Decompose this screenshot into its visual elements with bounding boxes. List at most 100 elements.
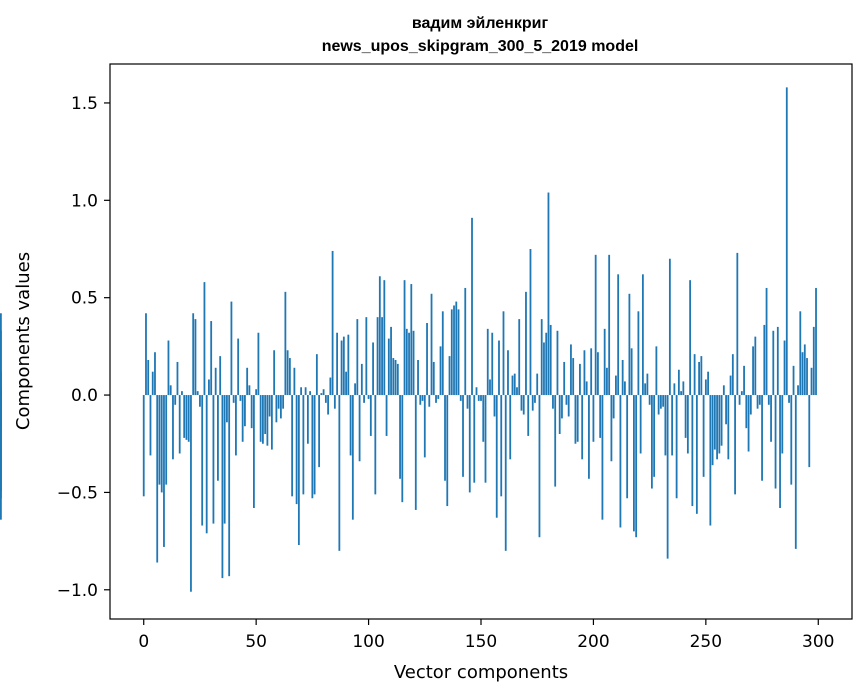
bar-96 [358, 395, 361, 462]
bar-113 [396, 363, 399, 396]
bar-121 [414, 395, 417, 510]
bar-95 [356, 319, 359, 396]
bar-150 [480, 395, 482, 401]
bar-9 [163, 395, 165, 547]
bar-242 [686, 395, 689, 454]
bar-21 [190, 395, 192, 592]
bar-241 [684, 395, 687, 438]
bar-58 [273, 350, 276, 396]
bar-120 [412, 330, 415, 396]
bar-77 [315, 354, 318, 396]
bar-14 [174, 395, 177, 405]
bar-106 [381, 317, 383, 396]
bar-207 [608, 254, 611, 396]
bar-60 [277, 395, 280, 409]
bar-221 [639, 395, 642, 454]
bar-249 [702, 395, 705, 477]
bar-52 [259, 395, 262, 442]
bar-295 [806, 358, 808, 396]
bar-74 [309, 391, 312, 396]
bar-285 [783, 340, 786, 396]
bar-250 [704, 379, 707, 396]
bar-98 [363, 395, 365, 403]
bar-246 [695, 395, 698, 514]
bar-26 [201, 395, 204, 526]
bar-277 [765, 287, 768, 396]
bar-232 [664, 395, 667, 456]
bar-72 [304, 387, 307, 396]
bar-191 [572, 358, 575, 396]
bar-213 [621, 360, 624, 396]
bar-33 [217, 395, 219, 481]
bar-80 [322, 389, 325, 396]
bar-50 [255, 389, 258, 396]
bar-273 [756, 395, 759, 409]
bar-116 [403, 280, 406, 396]
bar-131 [437, 395, 440, 399]
bar-25 [199, 395, 201, 407]
bar-67 [293, 367, 296, 396]
bar-135 [446, 395, 449, 507]
bar-177 [540, 319, 543, 396]
bar-73 [306, 395, 309, 444]
bar-62 [282, 395, 285, 409]
bar-187 [563, 361, 566, 396]
bar-94 [354, 383, 356, 396]
y-axis-ticks: −1.0 −0.5 0.0 0.5 1.0 1.5 [57, 94, 110, 601]
y-tick-label: −0.5 [57, 483, 98, 503]
bar-133 [441, 311, 444, 396]
bar-75 [311, 395, 314, 499]
bar-183 [554, 395, 557, 487]
bar-270 [749, 395, 752, 415]
bar-222 [641, 274, 644, 396]
bar-204 [601, 395, 604, 520]
bar-114 [399, 395, 401, 479]
bar-299 [815, 287, 817, 396]
bar-undefined [0, 387, 2, 396]
bar-262 [731, 354, 734, 396]
bar-49 [253, 395, 255, 508]
bar-91 [347, 334, 350, 396]
bar-185 [558, 395, 561, 434]
bar-153 [486, 328, 489, 396]
bar-265 [738, 395, 741, 405]
bar-174 [534, 395, 536, 403]
bar-115 [401, 395, 404, 503]
bar-144 [466, 395, 469, 409]
bar-188 [565, 395, 568, 405]
bar-8 [160, 395, 163, 493]
bar-272 [754, 336, 757, 396]
bar-39 [230, 301, 233, 396]
bar-219 [635, 395, 638, 538]
x-tick-label: 200 [577, 632, 609, 652]
bar-226 [650, 395, 653, 489]
bar-66 [291, 395, 294, 497]
bar-99 [365, 317, 368, 396]
bar-2 [147, 360, 150, 396]
bar-10 [165, 395, 168, 485]
bar-173 [531, 395, 534, 411]
bar-102 [372, 342, 374, 396]
bar-158 [498, 340, 500, 396]
bar-76 [313, 395, 316, 495]
bar-123 [419, 395, 422, 405]
bar-107 [383, 280, 386, 396]
bar-184 [556, 330, 559, 396]
bar-130 [435, 395, 437, 403]
bar-176 [538, 395, 541, 538]
bar-40 [232, 395, 235, 403]
bar-126 [426, 323, 428, 396]
bar-19 [185, 395, 188, 440]
bar-201 [594, 254, 597, 396]
bar-261 [729, 375, 732, 396]
bar-57 [270, 395, 273, 450]
bar-202 [597, 352, 599, 396]
bar-209 [612, 395, 615, 419]
bar-148 [475, 387, 478, 396]
bar-124 [421, 395, 424, 401]
bar-84 [331, 250, 334, 396]
bar-220 [637, 311, 640, 396]
bar-108 [385, 395, 388, 436]
bar-296 [808, 395, 811, 468]
bar-193 [576, 395, 579, 442]
